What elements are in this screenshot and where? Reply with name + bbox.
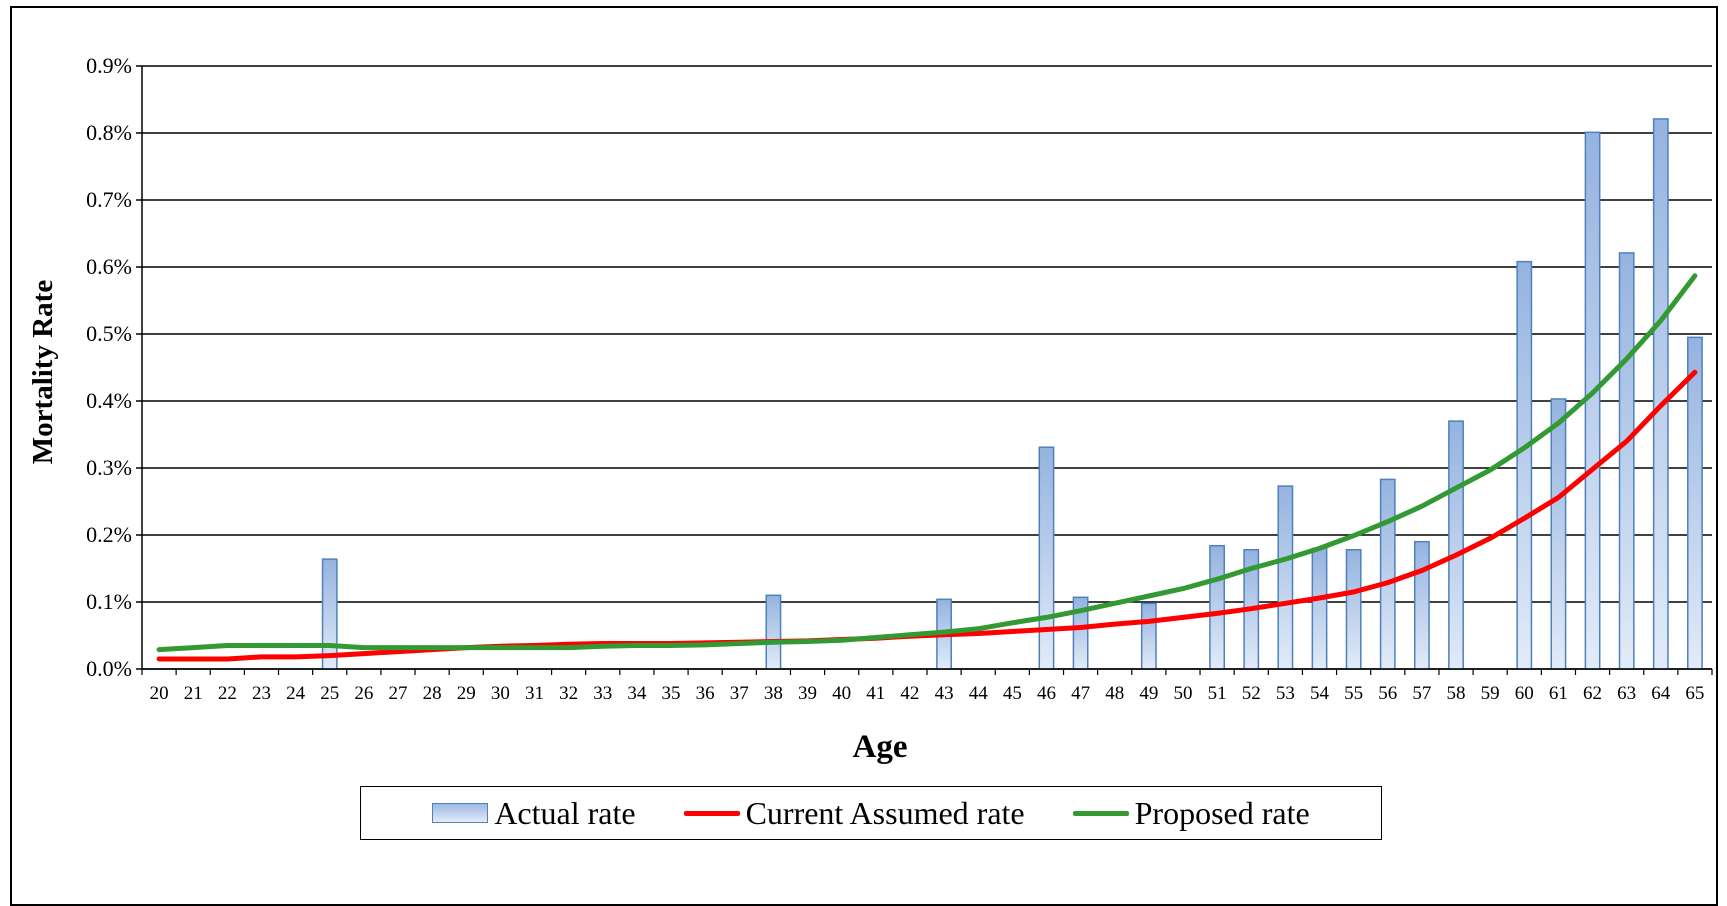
- rate-lines: [156, 273, 1698, 662]
- x-tick-label: 53: [1276, 683, 1295, 704]
- x-tick-label: 58: [1447, 683, 1466, 704]
- x-tick-label: 45: [1003, 683, 1022, 704]
- x-tick-label: 40: [832, 683, 851, 704]
- y-tick-label: 0.3%: [86, 455, 132, 480]
- x-tick-label: 35: [662, 683, 681, 704]
- x-tick-label: 24: [286, 683, 306, 704]
- x-tick-label: 55: [1344, 683, 1363, 704]
- bar-actual-rate: [1311, 547, 1328, 670]
- legend-label: Proposed rate: [1134, 794, 1310, 831]
- x-tick-label: 21: [184, 683, 203, 704]
- x-tick-label: 61: [1549, 683, 1568, 704]
- actual-rate-bars: [321, 118, 1703, 670]
- legend-label: Current Assumed rate: [745, 794, 1025, 831]
- x-tick-label: 43: [935, 683, 954, 704]
- x-tick-label: 33: [593, 683, 612, 704]
- x-tick-label: 57: [1412, 683, 1431, 704]
- x-tick-label: 41: [866, 683, 885, 704]
- bar-actual-rate: [1413, 540, 1430, 670]
- x-tick-label: 65: [1685, 683, 1704, 704]
- x-tick-label: 23: [252, 683, 271, 704]
- bar-actual-rate: [1379, 478, 1396, 670]
- x-tick-label: 60: [1515, 683, 1534, 704]
- y-tick-label: 0.7%: [86, 187, 132, 212]
- legend-item-current-assumed-rate: Current Assumed rate: [683, 794, 1025, 832]
- mortality-chart: 0.0% 0.1% 0.2% 0.3% 0.4% 0.5% 0.6% 0.7% 0.8% 0.9%…: [27, 53, 1713, 765]
- bar-actual-rate: [1516, 260, 1533, 670]
- x-tick-label: 36: [696, 683, 715, 704]
- bar-actual-rate: [1277, 485, 1294, 670]
- bar-actual-rate: [765, 594, 782, 670]
- bar-actual-rate: [1345, 548, 1362, 670]
- legend-swatch-line: [1072, 810, 1129, 816]
- x-tick-label: 52: [1242, 683, 1261, 704]
- y-tick-label: 0.0%: [86, 656, 132, 681]
- x-tick-label: 22: [218, 683, 237, 704]
- x-tick-label: 39: [798, 683, 817, 704]
- x-tick-label: 25: [320, 683, 339, 704]
- x-tick-label: 34: [627, 683, 647, 704]
- y-axis-title: Mortality Rate: [27, 280, 59, 465]
- x-tick-label: 29: [457, 683, 476, 704]
- x-tick-label: 27: [388, 683, 407, 704]
- y-tick-label: 0.9%: [86, 53, 132, 78]
- legend-swatch-bar: [432, 803, 489, 823]
- line-current-assumed-rate: [156, 369, 1698, 662]
- x-axis-title: Age: [853, 729, 908, 765]
- bar-actual-rate: [1448, 420, 1464, 670]
- x-tick-label: 26: [354, 683, 373, 704]
- x-tick-label: 48: [1105, 683, 1124, 704]
- gridlines: [142, 65, 1712, 670]
- line-proposed-rate: [156, 273, 1698, 653]
- x-tick-label: 51: [1208, 683, 1227, 704]
- bar-actual-rate: [1618, 252, 1635, 670]
- legend-item-actual-rate: Actual rate: [432, 794, 636, 832]
- x-tick-label: 44: [969, 683, 989, 704]
- x-tick-label: 32: [559, 683, 578, 704]
- axes: 0.0% 0.1% 0.2% 0.3% 0.4% 0.5% 0.6% 0.7% 0.8% 0.9%…: [86, 53, 1713, 704]
- x-tick-label: 47: [1071, 683, 1090, 704]
- legend-swatch-line: [683, 810, 740, 816]
- bar-actual-rate: [1038, 446, 1055, 670]
- legend: Actual rate Current Assumed rate Propose…: [360, 786, 1382, 840]
- x-tick-label: 28: [423, 683, 442, 704]
- x-tick-label: 56: [1378, 683, 1397, 704]
- x-tick-label: 20: [150, 683, 169, 704]
- y-tick-label: 0.5%: [86, 321, 132, 346]
- x-tick-label: 31: [525, 683, 544, 704]
- x-tick-label: 59: [1481, 683, 1500, 704]
- x-tick-label: 64: [1651, 683, 1671, 704]
- bar-actual-rate: [1209, 544, 1226, 670]
- bar-actual-rate: [1687, 336, 1703, 670]
- bar-actual-rate: [321, 558, 338, 670]
- bar-actual-rate: [1652, 118, 1669, 670]
- x-tick-label: 50: [1173, 683, 1192, 704]
- legend-item-proposed-rate: Proposed rate: [1072, 794, 1310, 832]
- y-tick-label: 0.8%: [86, 120, 132, 145]
- x-tick-label: 62: [1583, 683, 1602, 704]
- bar-actual-rate: [1140, 602, 1157, 670]
- x-tick-label: 37: [730, 683, 749, 704]
- legend-label: Actual rate: [494, 794, 636, 831]
- x-tick-label: 46: [1037, 683, 1056, 704]
- x-tick-label: 49: [1139, 683, 1158, 704]
- x-tick-label: 63: [1617, 683, 1636, 704]
- y-tick-label: 0.1%: [86, 589, 132, 614]
- chart-frame: [10, 6, 1718, 906]
- bar-actual-rate: [1550, 398, 1567, 670]
- x-tick-label: 54: [1310, 683, 1330, 704]
- y-tick-label: 0.2%: [86, 522, 132, 547]
- x-tick-label: 38: [764, 683, 783, 704]
- y-tick-label: 0.6%: [86, 254, 132, 279]
- y-tick-label: 0.4%: [86, 388, 132, 413]
- x-tick-label: 30: [491, 683, 510, 704]
- x-tick-label: 42: [900, 683, 919, 704]
